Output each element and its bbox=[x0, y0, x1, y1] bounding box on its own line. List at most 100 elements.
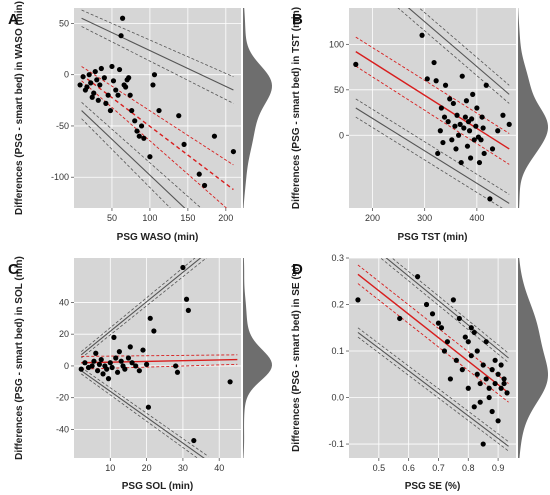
x-axis-title: PSG SOL (min) bbox=[122, 481, 194, 492]
data-point bbox=[435, 320, 442, 326]
data-point bbox=[92, 68, 98, 75]
data-point bbox=[127, 92, 133, 98]
data-point bbox=[89, 363, 95, 369]
data-point bbox=[495, 128, 501, 134]
data-point bbox=[424, 76, 430, 82]
data-point bbox=[474, 105, 480, 111]
data-point bbox=[133, 363, 139, 369]
data-point bbox=[480, 441, 486, 447]
y-tick-label: 0.3 bbox=[331, 253, 344, 263]
data-point bbox=[114, 369, 121, 375]
fit-confidence-band bbox=[81, 66, 234, 166]
panel-letter: B bbox=[292, 11, 303, 28]
data-point bbox=[437, 128, 443, 134]
data-point bbox=[492, 380, 498, 387]
data-point bbox=[173, 363, 179, 369]
data-point bbox=[498, 362, 504, 368]
data-point bbox=[126, 75, 132, 81]
marginal-density bbox=[518, 258, 548, 458]
limit-of-agreement-line bbox=[385, 258, 509, 359]
data-point bbox=[110, 78, 117, 84]
data-point bbox=[492, 357, 498, 363]
x-tick-label: 10 bbox=[105, 463, 115, 473]
data-point bbox=[125, 355, 132, 361]
data-point bbox=[487, 196, 493, 202]
data-point bbox=[481, 150, 487, 157]
loa-confidence-band bbox=[81, 118, 171, 208]
data-point bbox=[230, 148, 237, 155]
data-point bbox=[453, 357, 459, 363]
data-point bbox=[465, 385, 471, 391]
data-point bbox=[429, 311, 436, 317]
data-point bbox=[109, 63, 115, 70]
x-axis-title: PSG SE (%) bbox=[405, 481, 461, 492]
data-point bbox=[82, 360, 88, 366]
data-point bbox=[474, 348, 480, 354]
data-point bbox=[465, 339, 471, 345]
data-point bbox=[136, 133, 142, 139]
data-point bbox=[89, 94, 95, 100]
data-point bbox=[156, 107, 162, 114]
data-point bbox=[91, 90, 97, 96]
x-tick-label: 20 bbox=[142, 463, 152, 473]
data-point bbox=[459, 73, 465, 79]
loa-confidence-band bbox=[357, 336, 509, 452]
data-point bbox=[397, 315, 403, 322]
data-point bbox=[119, 15, 126, 21]
x-tick-label: 0.5 bbox=[373, 463, 386, 473]
x-tick-label: 400 bbox=[469, 213, 484, 223]
data-point bbox=[77, 82, 83, 88]
loa-confidence-band bbox=[380, 258, 509, 363]
limit-of-agreement-line bbox=[355, 107, 510, 204]
panel-b: 200 300 400 0 50 100 PSG TST (min) Differences … bbox=[291, 7, 548, 243]
limit-of-agreement-line bbox=[80, 370, 205, 458]
data-point bbox=[227, 379, 233, 385]
data-point bbox=[483, 82, 489, 88]
data-point bbox=[438, 325, 445, 331]
limit-of-agreement-line bbox=[81, 110, 186, 208]
panel-letter: D bbox=[292, 261, 303, 278]
data-point bbox=[495, 371, 501, 377]
data-point bbox=[435, 150, 441, 157]
data-point bbox=[140, 347, 146, 353]
x-tick-label: 30 bbox=[178, 463, 188, 473]
y-tick-label: 50 bbox=[334, 85, 344, 95]
data-point bbox=[423, 301, 430, 308]
y-tick-label: 0 bbox=[64, 70, 69, 80]
data-point bbox=[431, 59, 437, 66]
data-point bbox=[463, 98, 470, 104]
data-point bbox=[78, 366, 84, 372]
data-point bbox=[151, 328, 157, 334]
loa-confidence-band bbox=[418, 8, 510, 86]
data-point bbox=[132, 118, 138, 124]
loa-confidence-band bbox=[81, 258, 196, 352]
loa-confidence-band bbox=[81, 373, 199, 458]
data-point bbox=[469, 116, 475, 122]
loa-confidence-band bbox=[81, 9, 234, 78]
panel-d: 0.5 0.6 0.7 0.8 0.9 -0.1 0.0 0.1 0.2 0.3 PSG SE (%… bbox=[291, 253, 548, 492]
y-tick-label: 0.1 bbox=[331, 346, 344, 356]
data-point bbox=[134, 128, 140, 134]
fit-confidence-band bbox=[81, 80, 228, 208]
data-point bbox=[91, 358, 97, 364]
plot-area bbox=[77, 9, 237, 208]
loa-confidence-band bbox=[397, 8, 510, 104]
data-point bbox=[174, 369, 181, 375]
data-point bbox=[461, 125, 467, 131]
data-point bbox=[147, 154, 153, 160]
data-point bbox=[489, 408, 495, 415]
data-point bbox=[483, 339, 489, 345]
data-point bbox=[86, 72, 92, 78]
data-point bbox=[136, 368, 142, 374]
fit-confidence-band bbox=[81, 354, 238, 357]
x-tick-label: 300 bbox=[417, 213, 432, 223]
data-point bbox=[113, 355, 119, 361]
data-point bbox=[466, 128, 473, 134]
data-point bbox=[100, 371, 106, 377]
x-tick-label: 200 bbox=[365, 213, 380, 223]
y-tick-label: 50 bbox=[59, 18, 69, 28]
data-point bbox=[447, 376, 453, 382]
data-point bbox=[480, 125, 486, 131]
data-point bbox=[122, 366, 128, 372]
